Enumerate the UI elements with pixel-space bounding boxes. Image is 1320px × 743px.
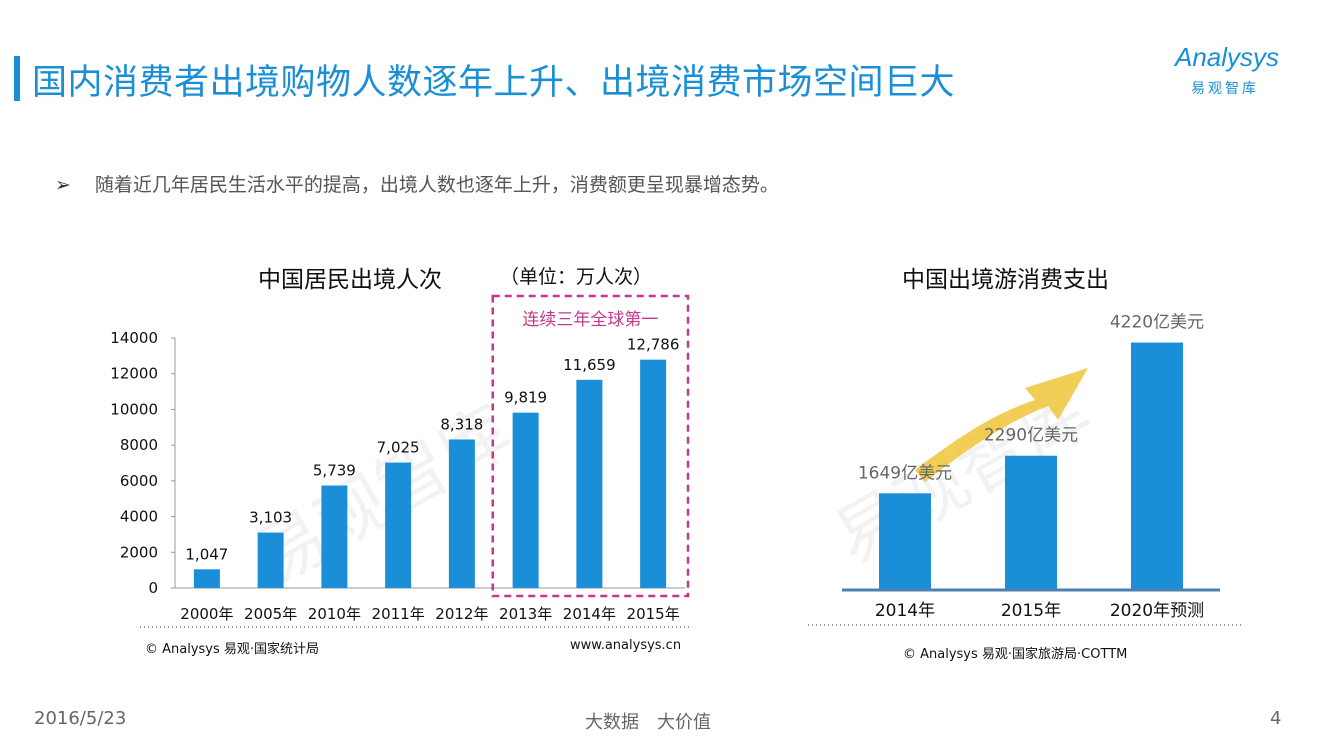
chart1-y-tick-label: 4000	[120, 508, 158, 526]
page-title: 国内消费者出境购物人数逐年上升、出境消费市场空间巨大	[32, 63, 956, 103]
chart1-x-tick-label: 2010年	[308, 605, 361, 623]
chart1-data-label: 9,819	[504, 389, 547, 407]
chart1-highlight-box	[491, 294, 690, 598]
chart2-x-tick-label: 2020年预测	[1110, 601, 1204, 621]
chart1-y-tick-label: 6000	[120, 472, 158, 490]
chart1-website: www.analysys.cn	[570, 638, 682, 653]
chart1-unit: （单位：万人次）	[500, 266, 653, 288]
chart1-x-tick-label: 2011年	[372, 605, 425, 623]
chart1-data-label: 7,025	[377, 439, 420, 457]
chart1-y-tick-label: 14000	[110, 329, 158, 347]
chart1-x-tick-label: 2005年	[244, 605, 297, 623]
chart1-data-label: 11,659	[563, 356, 616, 374]
chart1-data-label: 12,786	[627, 336, 680, 354]
title-accent-bar	[14, 56, 20, 101]
chart1-data-label: 3,103	[249, 509, 292, 527]
summary-bullet: ➢ 随着近几年居民生活水平的提高，出境人数也逐年上升，消费额更呈现暴增态势。	[55, 170, 779, 197]
chart1-bar-2010年	[321, 485, 348, 588]
chart1-source: © Analysys 易观·国家统计局	[145, 642, 320, 657]
growth-arrow-icon	[915, 368, 1088, 482]
chart1-y-tick-label: 2000	[120, 543, 158, 561]
chart1-y-tick-label: 10000	[110, 400, 158, 418]
chart1-y-tick-label: 8000	[120, 436, 158, 454]
chart1-y-tick-label: 12000	[110, 365, 158, 383]
footer-page-number: 4	[1270, 708, 1282, 729]
chart2-data-label: 4220亿美元	[1110, 313, 1204, 333]
chart1-x-tick-label: 2000年	[180, 605, 233, 623]
footer-date: 2016/5/23	[34, 708, 127, 729]
chart1-x-tick-label: 2012年	[435, 605, 488, 623]
chart1-y-tick-label: 0	[148, 579, 158, 597]
logo-subtitle: 易观智库	[1191, 81, 1259, 97]
logo-wordmark: Analysys	[1175, 42, 1280, 72]
chart1-x-tick-label: 2015年	[627, 605, 680, 623]
chart2-bar-2014年	[879, 493, 931, 590]
chart1-bar-2015年	[640, 359, 667, 588]
chart1-x-tick-label: 2014年	[563, 605, 616, 623]
bullet-arrow-icon: ➢	[55, 174, 71, 196]
chart2-title: 中国出境游消费支出	[902, 267, 1109, 293]
chart1-bar-2000年	[193, 569, 220, 588]
chart2-data-label: 2290亿美元	[984, 426, 1078, 446]
chart1-data-label: 8,318	[440, 415, 483, 433]
chart1-x-tick-label: 2013年	[499, 605, 552, 623]
chart2-bar-2015年	[1005, 455, 1057, 590]
chart2-x-tick-label: 2015年	[1001, 601, 1061, 621]
chart2-source: © Analysys 易观·国家旅游局·COTTM	[903, 647, 1128, 662]
chart1-data-label: 1,047	[185, 545, 228, 563]
chart1-bar-2012年	[448, 439, 475, 588]
chart1-data-label: 5,739	[313, 462, 356, 480]
chart1-highlight-label: 连续三年全球第一	[522, 310, 658, 330]
chart1-title: 中国居民出境人次	[258, 267, 442, 293]
chart1-bar-2005年	[257, 532, 284, 588]
footer-slogan: 大数据 大价值	[585, 712, 711, 733]
chart2-x-tick-label: 2014年	[875, 601, 935, 621]
chart1-bar-2011年	[385, 462, 412, 588]
chart2-bar-2020年预测	[1131, 342, 1183, 590]
chart1-bar-2014年	[576, 379, 603, 588]
chart1-bar-2013年	[512, 412, 539, 588]
chart2-data-label: 1649亿美元	[858, 463, 952, 483]
analysys-logo: Analysys 易观智库	[1165, 40, 1305, 100]
summary-text: 随着近几年居民生活水平的提高，出境人数也逐年上升，消费额更呈现暴增态势。	[94, 174, 779, 196]
